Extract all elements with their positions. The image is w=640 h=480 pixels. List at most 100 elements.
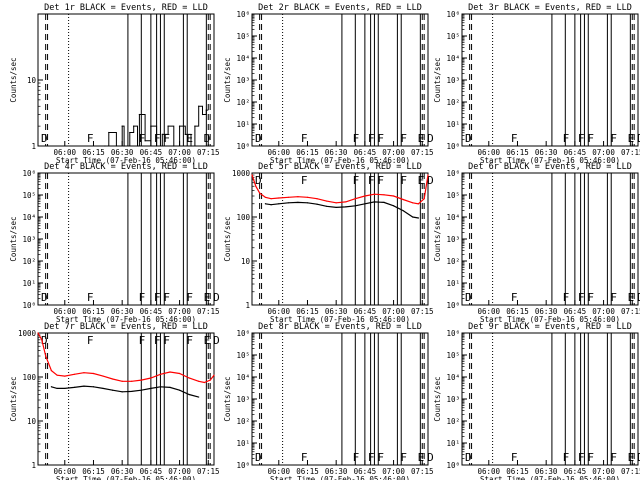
x-tick-label: 07:00 xyxy=(382,307,405,316)
x-tick-label: 07:15 xyxy=(197,467,220,476)
y-tick-label: 10⁰ xyxy=(446,461,460,470)
flag-marker: F xyxy=(139,291,146,304)
x-tick-label: 07:00 xyxy=(168,148,191,157)
data-point xyxy=(138,113,140,116)
data-point xyxy=(169,386,171,389)
data-point xyxy=(354,205,356,207)
y-tick-label: 10⁶ xyxy=(236,10,250,19)
events-series-line xyxy=(51,385,199,398)
data-point xyxy=(112,378,114,380)
flag-marker: E xyxy=(418,174,425,187)
detector-panel-2: Det 2r BLACK = Events, RED = LLD 10⁰ 10¹ 10… xyxy=(223,3,434,165)
x-tick-label: 07:00 xyxy=(592,467,615,476)
x-tick-label: 07:15 xyxy=(411,148,434,157)
flag-marker: F xyxy=(186,334,193,347)
y-tick-label: 10² xyxy=(22,257,36,266)
y-tick-label: 10¹ xyxy=(446,120,460,129)
data-point xyxy=(102,387,104,390)
data-point xyxy=(56,374,58,376)
flag-marker: D xyxy=(204,132,211,145)
x-tick-label: 06:45 xyxy=(140,148,163,157)
data-point xyxy=(194,125,196,127)
flag-marker: F xyxy=(368,174,375,187)
detector-panel-3: Det 3r BLACK = Events, RED = LLD 10⁰ 10¹ 10… xyxy=(433,3,640,165)
y-tick-label: 1 xyxy=(245,301,250,310)
data-point xyxy=(156,145,158,147)
flag-marker: D xyxy=(465,291,472,304)
panel-title: Det 7r BLACK = Events, RED = LLD xyxy=(44,322,208,332)
flag-marker: F xyxy=(511,132,518,145)
flag-marker: E xyxy=(418,132,425,145)
flag-marker: E xyxy=(186,132,193,145)
y-tick-label: 10² xyxy=(236,417,250,426)
x-tick-label: 06:45 xyxy=(354,307,377,316)
data-point xyxy=(335,206,337,209)
x-tick-label: 06:00 xyxy=(53,307,76,316)
flag-marker: D xyxy=(427,132,434,145)
x-tick-label: 06:15 xyxy=(506,467,529,476)
x-tick-label: 07:00 xyxy=(168,307,191,316)
y-tick-label: 10¹ xyxy=(446,279,460,288)
data-point xyxy=(159,373,162,375)
data-point xyxy=(383,194,385,196)
data-point xyxy=(121,391,123,393)
x-tick-label: 06:45 xyxy=(564,467,587,476)
flag-marker: F xyxy=(353,132,360,145)
y-tick-label: 10² xyxy=(446,98,460,107)
events-series-line xyxy=(265,201,419,219)
flag-marker: D xyxy=(465,451,472,464)
y-tick-label: 1 xyxy=(31,461,36,470)
data-point xyxy=(73,386,75,389)
y-tick-label: 10³ xyxy=(446,76,460,85)
x-axis-label: Start Time (07-Feb-16 05:46:00) xyxy=(270,156,410,165)
data-point xyxy=(108,131,110,134)
x-tick-label: 07:15 xyxy=(621,307,640,316)
flag-marker: F xyxy=(377,174,384,187)
flag-marker: F xyxy=(563,451,570,464)
data-point xyxy=(131,390,133,393)
y-tick-label: 10⁴ xyxy=(22,213,36,222)
data-point xyxy=(112,389,114,391)
x-tick-label: 07:00 xyxy=(592,307,615,316)
x-tick-label: 07:00 xyxy=(168,467,191,476)
data-point xyxy=(287,196,289,198)
data-point xyxy=(64,387,66,390)
flag-marker: F xyxy=(353,451,360,464)
y-tick-label: 10 xyxy=(27,417,37,426)
data-point xyxy=(150,125,152,127)
flag-marker: F xyxy=(587,291,594,304)
x-axis-label: Start Time (07-Feb-16 05:46:00) xyxy=(56,475,196,480)
flag-marker: F xyxy=(301,451,308,464)
flag-marker: D xyxy=(41,334,48,347)
y-tick-label: 10⁵ xyxy=(446,32,460,41)
flag-marker: D xyxy=(255,451,262,464)
y-tick-label: 1000 xyxy=(232,169,251,178)
data-point xyxy=(184,133,186,135)
data-point xyxy=(140,389,142,391)
data-point xyxy=(131,380,133,382)
data-point xyxy=(198,105,200,107)
x-tick-label: 06:15 xyxy=(82,307,105,316)
flag-marker: F xyxy=(301,132,308,145)
data-point xyxy=(198,380,200,382)
x-tick-label: 06:15 xyxy=(296,467,319,476)
panel-title: Det 6r BLACK = Events, RED = LLD xyxy=(468,162,632,172)
data-point xyxy=(251,174,253,176)
data-point xyxy=(373,193,376,195)
x-tick-label: 07:15 xyxy=(197,307,220,316)
y-axis-label: Counts/sec xyxy=(433,376,442,421)
flag-marker: F xyxy=(353,174,360,187)
data-point xyxy=(64,375,66,377)
flag-marker: F xyxy=(163,132,170,145)
data-point xyxy=(150,387,152,390)
x-tick-label: 07:00 xyxy=(592,148,615,157)
panel-title: Det 4r BLACK = Events, RED = LLD xyxy=(44,162,208,172)
y-tick-label: 10⁶ xyxy=(446,329,460,338)
y-tick-label: 10⁴ xyxy=(236,373,250,382)
detector-panel-6: Det 6r BLACK = Events, RED = LLD 10⁰ 10¹ 10… xyxy=(433,162,640,324)
y-tick-label: 10³ xyxy=(236,395,250,404)
data-point xyxy=(56,387,58,390)
y-tick-label: 10³ xyxy=(236,76,250,85)
x-tick-label: 07:15 xyxy=(197,148,220,157)
flag-marker: E xyxy=(628,291,635,304)
